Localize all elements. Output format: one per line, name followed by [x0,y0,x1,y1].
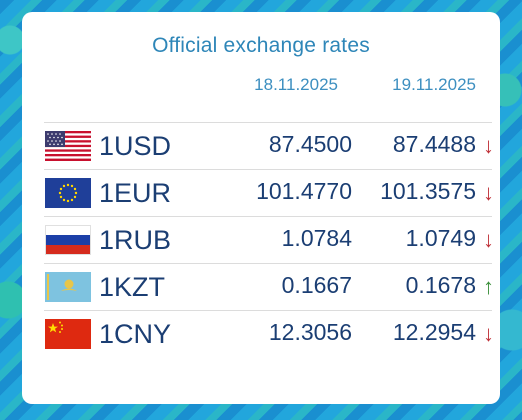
currency-code: 1USD [99,131,172,161]
rate-date-2: 87.4488 [392,131,476,157]
rate-date-1: 87.4500 [268,131,352,157]
trend-down-icon: ↓ [483,321,494,346]
currency-code: 1CNY [99,319,172,349]
rate-row-kzt: 1KZT 0.1667 0.1678 ↑ [44,263,494,310]
rate-date-1: 12.3056 [268,319,352,345]
date-column-1: 18.11.2025 [254,75,338,94]
trend-down-icon: ↓ [483,180,494,205]
rate-date-1: 0.1667 [281,272,352,298]
currency-code: 1KZT [99,272,166,302]
date-column-2: 19.11.2025 [392,75,476,94]
rate-date-2: 12.2954 [392,319,476,345]
china-flag-icon [45,319,91,349]
rate-row-usd: 1USD 87.4500 87.4488 ↓ [44,122,494,169]
trend-down-icon: ↓ [483,133,494,158]
kazakhstan-flag-icon [45,272,91,302]
rate-date-2: 101.3575 [380,178,476,204]
rate-date-2: 0.1678 [405,272,476,298]
trend-down-icon: ↓ [483,227,494,252]
rate-date-2: 1.0749 [405,225,476,251]
eu-flag-icon [45,178,91,208]
exchange-rates-card: Official exchange rates 18.11.2025 19.11… [22,12,500,404]
rate-date-1: 1.0784 [281,225,352,251]
trend-up-icon: ↑ [483,274,494,299]
usa-flag-icon [45,131,91,161]
rate-date-1: 101.4770 [256,178,352,204]
currency-code: 1EUR [99,178,172,208]
rate-row-rub: 1RUB 1.0784 1.0749 ↓ [44,216,494,263]
russia-flag-icon [45,225,91,255]
rate-row-eur: 1EUR 101.4770 101.3575 ↓ [44,169,494,216]
currency-code: 1RUB [99,225,172,255]
card-title: Official exchange rates [152,34,370,57]
rate-row-cny: 1CNY 12.3056 12.2954 ↓ [44,310,494,357]
